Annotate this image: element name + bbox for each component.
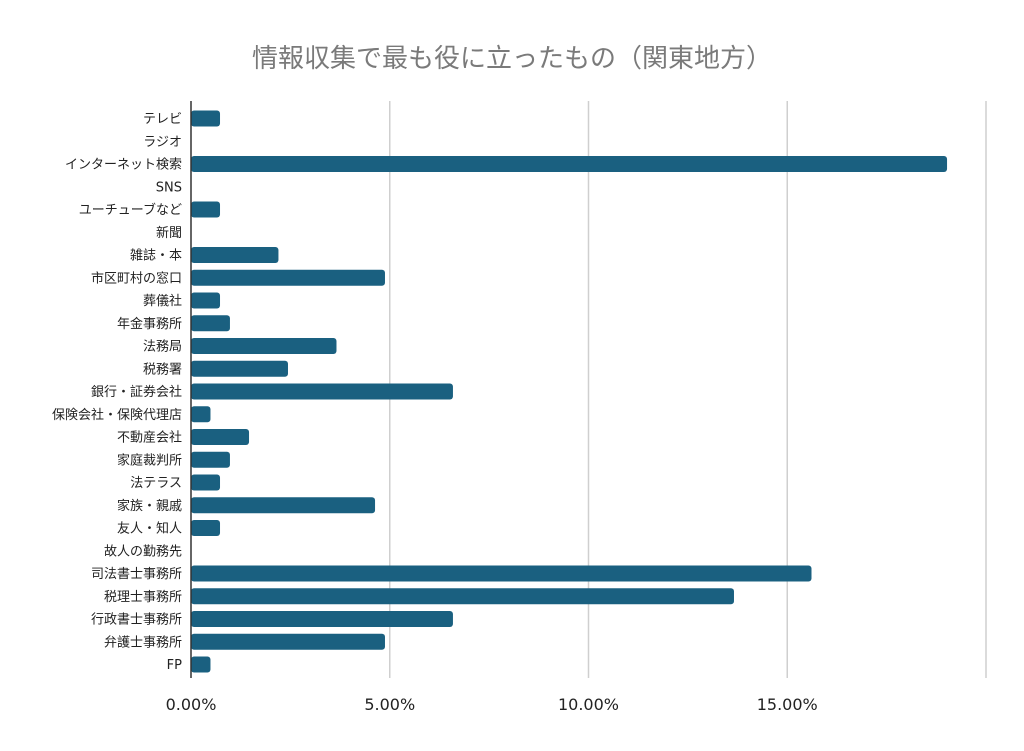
bar	[191, 656, 211, 673]
x-tick-label: 0.00%	[166, 695, 217, 714]
category-label: 市区町村の窓口	[91, 270, 182, 286]
bar	[191, 383, 453, 400]
category-label: 年金事務所	[117, 316, 182, 332]
bar	[191, 110, 221, 127]
category-label: 家族・親戚	[117, 498, 182, 514]
category-label: 税務署	[143, 362, 182, 377]
bar	[191, 269, 385, 286]
chart-title: 情報収集で最も役に立ったもの（関東地方）	[251, 44, 772, 74]
category-label: FP	[167, 658, 182, 673]
bar	[191, 497, 376, 514]
category-label: 保険会社・保険代理店	[52, 407, 182, 423]
category-label: 友人・知人	[117, 521, 182, 537]
category-label: 弁護士事務所	[104, 634, 182, 650]
category-label: 法務局	[143, 340, 182, 355]
category-label: ラジオ	[143, 135, 182, 150]
category-label: 行政書士事務所	[91, 613, 182, 628]
category-label: 葬儀社	[143, 293, 182, 309]
bar	[191, 565, 812, 582]
bar	[191, 474, 221, 491]
bar	[191, 520, 221, 536]
category-label: テレビ	[143, 112, 182, 127]
bar	[191, 156, 948, 172]
category-label: 司法書士事務所	[91, 567, 182, 582]
bar	[191, 611, 453, 627]
category-label: 銀行・証券会社	[91, 384, 182, 400]
bar	[191, 451, 230, 468]
bar	[191, 406, 211, 423]
bar	[191, 315, 230, 332]
bar	[191, 633, 385, 650]
category-label: SNS	[156, 180, 182, 195]
category-label: ユーチューブなど	[79, 202, 182, 218]
x-tick-label: 15.00%	[757, 695, 818, 714]
bar	[191, 429, 250, 445]
x-tick-label: 5.00%	[364, 695, 415, 714]
bar	[191, 201, 221, 218]
category-label: 不動産会社	[117, 430, 182, 446]
category-label: 故人の勤務先	[104, 544, 182, 559]
category-label: 税理士事務所	[104, 590, 182, 605]
x-tick-label: 10.00%	[558, 695, 619, 714]
category-label: 雑誌・本	[130, 248, 182, 264]
bar	[191, 247, 279, 263]
bar	[191, 360, 288, 377]
category-label: インターネット検索	[65, 158, 182, 173]
bar	[191, 292, 221, 309]
bar	[191, 338, 337, 354]
category-label: 家庭裁判所	[117, 452, 182, 468]
category-label: 新聞	[156, 225, 182, 241]
bar	[191, 588, 734, 605]
category-label: 法テラス	[130, 476, 182, 491]
